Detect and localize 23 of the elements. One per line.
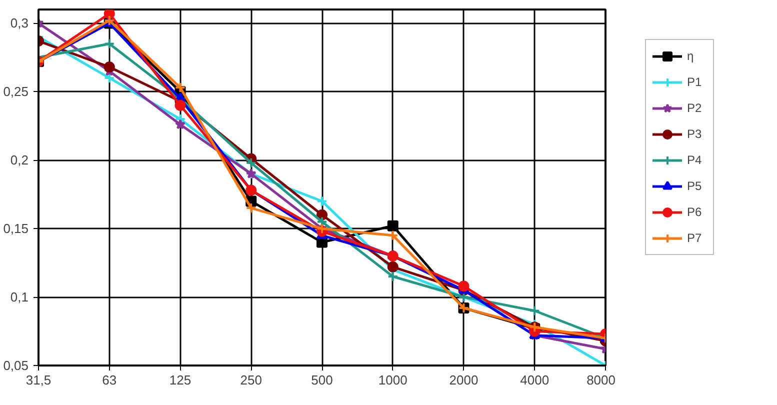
x-tick-label: 125 <box>169 372 192 388</box>
legend-label: P4 <box>687 153 703 167</box>
x-tick-label: 250 <box>240 372 262 388</box>
y-tick-label: 0,25 <box>3 84 29 100</box>
legend-label: P1 <box>687 75 703 89</box>
y-tick-label: 0,15 <box>3 221 29 236</box>
legend-label: P5 <box>687 179 703 193</box>
x-tick-label: 2000 <box>449 372 478 388</box>
x-tick-label: 1000 <box>378 372 408 388</box>
legend-label: η <box>687 49 695 63</box>
y-tick-label: 0,05 <box>3 358 29 373</box>
y-tick-label: 0,1 <box>10 290 29 305</box>
x-tick-label: 500 <box>311 372 333 388</box>
legend-label: P3 <box>687 127 703 141</box>
y-tick-label: 0,3 <box>10 16 29 31</box>
y-tick-label: 0,2 <box>10 152 29 168</box>
x-tick-label: 63 <box>102 372 117 388</box>
legend-label: P2 <box>687 101 703 115</box>
x-tick-label: 8000 <box>586 372 616 388</box>
legend-label: P6 <box>687 205 703 219</box>
x-tick-label: 31,5 <box>26 372 52 388</box>
legend-label: P7 <box>687 231 703 245</box>
x-tick-label: 4000 <box>520 372 550 388</box>
